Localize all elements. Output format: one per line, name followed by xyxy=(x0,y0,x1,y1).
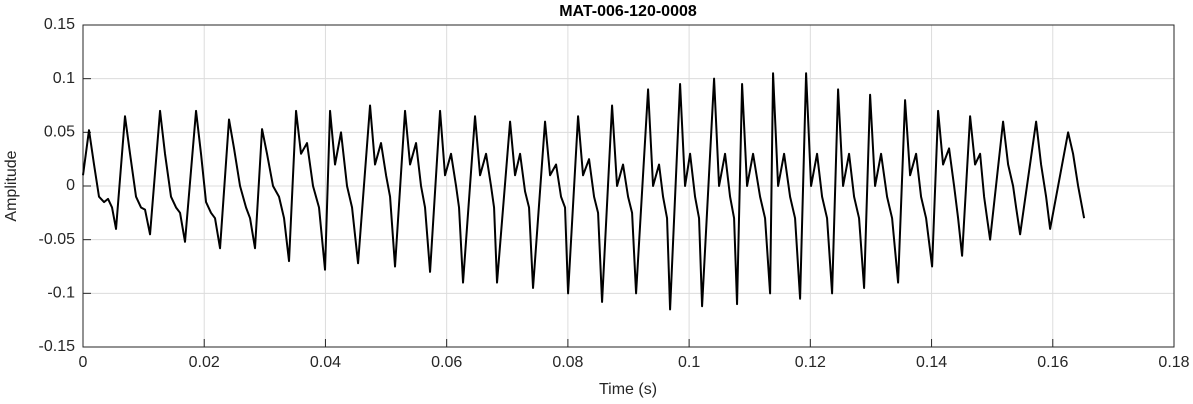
y-tick-label: -0.1 xyxy=(47,285,75,302)
chart-title: MAT-006-120-0008 xyxy=(559,3,697,20)
waveform-line xyxy=(82,72,1086,311)
y-tick-label: -0.15 xyxy=(39,338,76,355)
x-tick-label: 0.18 xyxy=(1158,354,1189,371)
x-tick-label: 0.08 xyxy=(552,354,583,371)
y-tick-label: -0.05 xyxy=(39,231,76,248)
x-tick-label: 0.06 xyxy=(431,354,462,371)
y-axis-label: Amplitude xyxy=(3,150,20,221)
x-tick-label: 0.04 xyxy=(310,354,341,371)
y-tick-label: 0.05 xyxy=(44,124,75,141)
y-tick-label: 0 xyxy=(66,177,75,194)
x-tick-label: 0 xyxy=(79,354,88,371)
plot-frame xyxy=(82,24,1175,348)
y-tick-label: 0.15 xyxy=(44,16,75,33)
x-tick-label: 0.16 xyxy=(1037,354,1068,371)
x-axis-label: Time (s) xyxy=(599,381,657,398)
x-tick-label: 0.12 xyxy=(795,354,826,371)
x-tick-label: 0.02 xyxy=(189,354,220,371)
x-tick-label: 0.14 xyxy=(916,354,947,371)
x-tick-label: 0.1 xyxy=(678,354,700,371)
y-tick-label: 0.1 xyxy=(53,70,75,87)
